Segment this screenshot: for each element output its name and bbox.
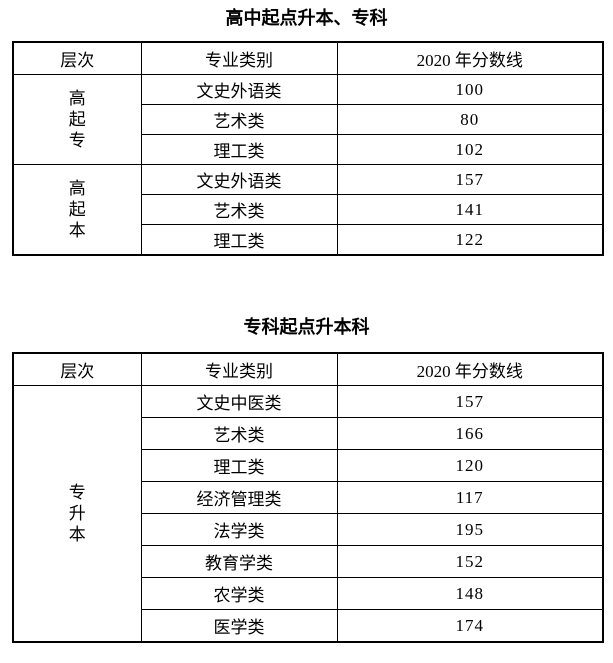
table-row: 高起本 文史外语类 157 [12,164,604,256]
score-cell: 141 [336,194,604,225]
score-cell: 148 [336,577,604,610]
category-cell: 农学类 [140,577,338,610]
score-cell: 120 [336,449,604,482]
category-cell: 艺术类 [140,417,338,450]
table-row: 理工类 122 [13,224,604,256]
table-row: 高起专 文史外语类 100 [12,74,604,165]
document-page: 高中起点升本、专科 层次 专业类别 2020 年分数线 高起专 文史外语类 10… [12,8,604,643]
header-row: 层次 专业类别 2020 年分数线 [12,41,604,75]
category-cell: 文史中医类 [140,385,338,418]
table-row: 艺术类 80 [13,104,604,135]
level-cell: 专升本 [12,385,142,643]
score-cell: 117 [336,481,604,514]
category-cell: 理工类 [140,449,338,482]
header-category: 专业类别 [140,41,338,75]
score-cell: 195 [336,513,604,546]
table-row: 法学类 195 [13,513,604,546]
table-row: 理工类 120 [13,449,604,482]
score-cell: 122 [336,224,604,256]
score-table-zhuanshengben: 层次 专业类别 2020 年分数线 专升本 文史中医类 157 艺术类 166 … [12,352,604,643]
score-cell: 152 [336,545,604,578]
header-level: 层次 [12,41,142,75]
category-cell: 理工类 [140,224,338,256]
category-cell: 法学类 [140,513,338,546]
category-cell: 医学类 [140,609,338,643]
category-cell: 理工类 [140,134,338,165]
score-cell: 157 [336,385,604,418]
level-cell: 高起专 [12,74,142,165]
header-level: 层次 [12,352,142,386]
table-row: 经济管理类 117 [13,481,604,514]
score-cell: 157 [336,164,604,195]
section1-title: 高中起点升本、专科 [225,8,388,28]
header-category: 专业类别 [140,352,338,386]
section2-title: 专科起点升本科 [243,317,370,337]
table-row: 教育学类 152 [13,545,604,578]
table-row: 专升本 文史中医类 157 [12,385,604,643]
header-scoreline: 2020 年分数线 [336,41,604,75]
score-cell: 102 [336,134,604,165]
table-row: 艺术类 166 [13,417,604,450]
score-table-gaoqi: 层次 专业类别 2020 年分数线 高起专 文史外语类 100 艺术类 80 理… [12,41,604,256]
level-label: 高起本 [68,179,86,240]
category-cell: 艺术类 [140,194,338,225]
header-scoreline: 2020 年分数线 [336,352,604,386]
score-cell: 100 [336,74,604,105]
category-cell: 文史外语类 [140,164,338,195]
table-row: 理工类 102 [13,134,604,165]
category-cell: 文史外语类 [140,74,338,105]
score-cell: 174 [336,609,604,643]
table-row: 农学类 148 [13,577,604,610]
score-cell: 166 [336,417,604,450]
table-row: 医学类 174 [13,609,604,643]
category-cell: 艺术类 [140,104,338,135]
table-row: 艺术类 141 [13,194,604,225]
category-cell: 经济管理类 [140,481,338,514]
level-label: 高起专 [68,89,86,150]
category-cell: 教育学类 [140,545,338,578]
level-cell: 高起本 [12,164,142,256]
level-label: 专升本 [68,483,86,544]
score-cell: 80 [336,104,604,135]
header-row: 层次 专业类别 2020 年分数线 [12,352,604,386]
